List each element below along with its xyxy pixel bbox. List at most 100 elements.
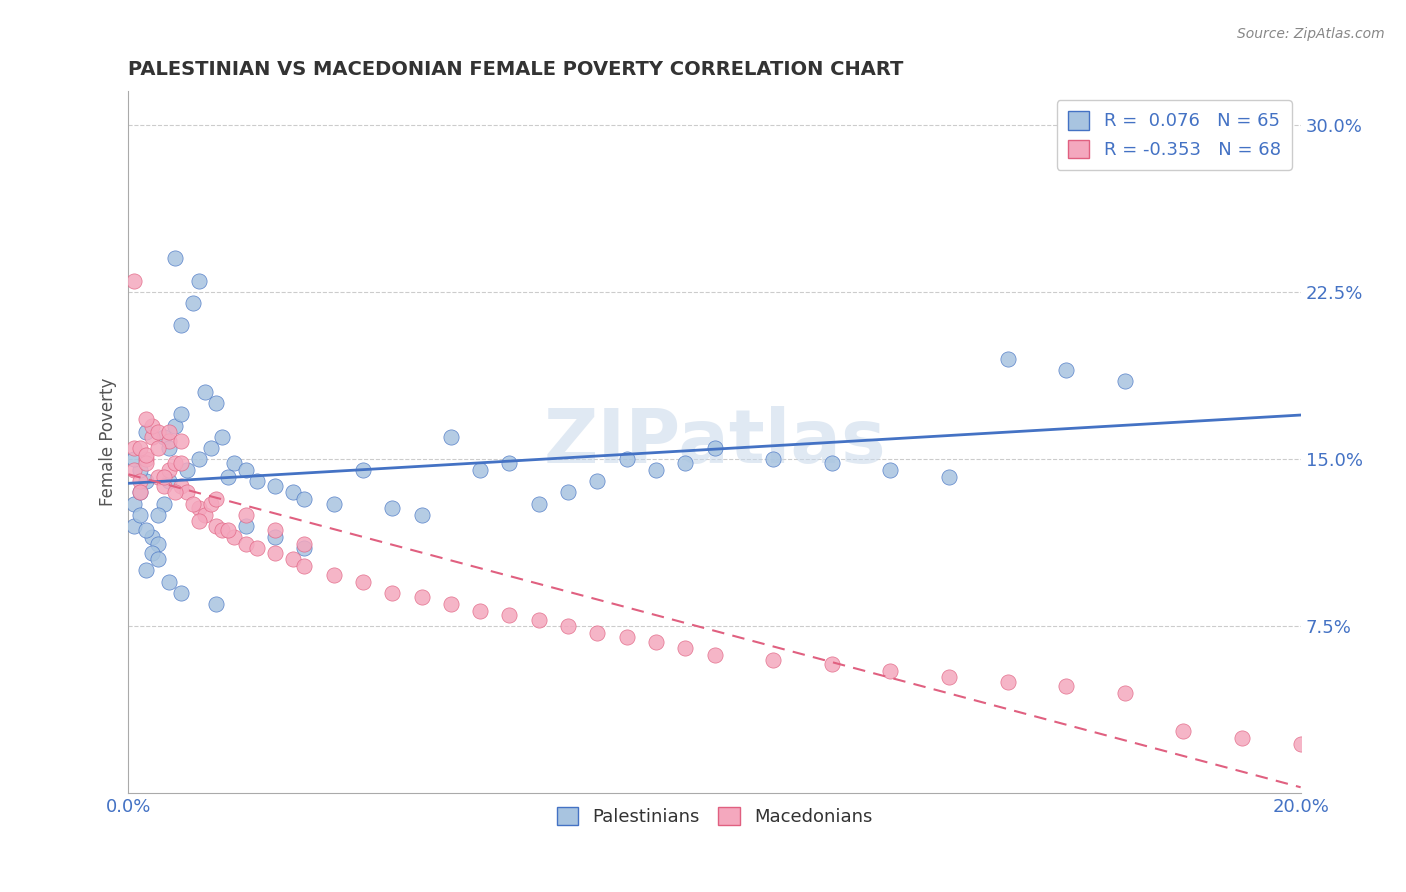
Point [176, 463, 198, 477]
Point [170, 408, 193, 422]
Point [381, 586, 404, 600]
Point [135, 475, 157, 489]
Point [170, 479, 193, 493]
Point [170, 434, 193, 449]
Point [222, 530, 245, 544]
Point [645, 463, 668, 477]
Point [352, 574, 374, 589]
Point [159, 463, 181, 477]
Point [411, 508, 433, 522]
Point [527, 613, 550, 627]
Point [1173, 723, 1195, 738]
Point [159, 434, 181, 449]
Point [205, 492, 228, 507]
Point [1054, 363, 1077, 377]
Point [440, 597, 463, 611]
Point [586, 475, 609, 489]
Point [211, 524, 233, 538]
Point [124, 463, 146, 477]
Point [135, 448, 157, 462]
Point [124, 519, 146, 533]
Point [135, 412, 157, 426]
Point [235, 537, 257, 551]
Point [322, 497, 344, 511]
Point [879, 664, 901, 678]
Point [1114, 686, 1136, 700]
Point [217, 470, 239, 484]
Point [205, 519, 228, 533]
Y-axis label: Female Poverty: Female Poverty [100, 378, 117, 507]
Point [352, 463, 374, 477]
Point [222, 457, 245, 471]
Point [264, 524, 287, 538]
Point [152, 470, 174, 484]
Point [129, 485, 152, 500]
Point [200, 441, 222, 455]
Point [165, 418, 187, 433]
Point [146, 508, 169, 522]
Text: PALESTINIAN VS MACEDONIAN FEMALE POVERTY CORRELATION CHART: PALESTINIAN VS MACEDONIAN FEMALE POVERTY… [128, 60, 904, 78]
Point [264, 479, 287, 493]
Point [135, 425, 157, 440]
Point [135, 457, 157, 471]
Point [281, 552, 304, 566]
Point [146, 470, 169, 484]
Point [146, 425, 169, 440]
Point [211, 430, 233, 444]
Point [264, 530, 287, 544]
Legend: Palestinians, Macedonians: Palestinians, Macedonians [550, 799, 880, 833]
Point [129, 508, 152, 522]
Point [440, 430, 463, 444]
Text: ZIPatlas: ZIPatlas [543, 406, 886, 479]
Point [146, 537, 169, 551]
Point [235, 508, 257, 522]
Point [235, 519, 257, 533]
Point [235, 463, 257, 477]
Point [146, 552, 169, 566]
Point [176, 485, 198, 500]
Point [159, 574, 181, 589]
Point [217, 524, 239, 538]
Point [141, 546, 163, 560]
Point [246, 475, 269, 489]
Point [292, 541, 315, 556]
Point [673, 457, 696, 471]
Point [264, 546, 287, 560]
Point [703, 648, 725, 662]
Point [498, 457, 520, 471]
Point [141, 418, 163, 433]
Point [997, 351, 1019, 366]
Point [135, 564, 157, 578]
Point [152, 497, 174, 511]
Point [159, 475, 181, 489]
Point [129, 485, 152, 500]
Point [205, 597, 228, 611]
Point [200, 497, 222, 511]
Point [498, 608, 520, 623]
Point [170, 318, 193, 333]
Text: Source: ZipAtlas.com: Source: ZipAtlas.com [1237, 27, 1385, 41]
Point [645, 634, 668, 648]
Point [1230, 731, 1253, 745]
Point [187, 274, 209, 288]
Point [159, 425, 181, 440]
Point [381, 501, 404, 516]
Point [411, 591, 433, 605]
Point [292, 492, 315, 507]
Point [124, 274, 146, 288]
Point [135, 452, 157, 467]
Point [141, 430, 163, 444]
Point [129, 441, 152, 455]
Point [938, 670, 960, 684]
Point [1289, 737, 1312, 751]
Point [762, 452, 785, 467]
Point [181, 497, 204, 511]
Point [246, 541, 269, 556]
Point [586, 625, 609, 640]
Point [821, 457, 844, 471]
Point [165, 485, 187, 500]
Point [468, 463, 491, 477]
Point [821, 657, 844, 671]
Point [292, 537, 315, 551]
Point [292, 559, 315, 574]
